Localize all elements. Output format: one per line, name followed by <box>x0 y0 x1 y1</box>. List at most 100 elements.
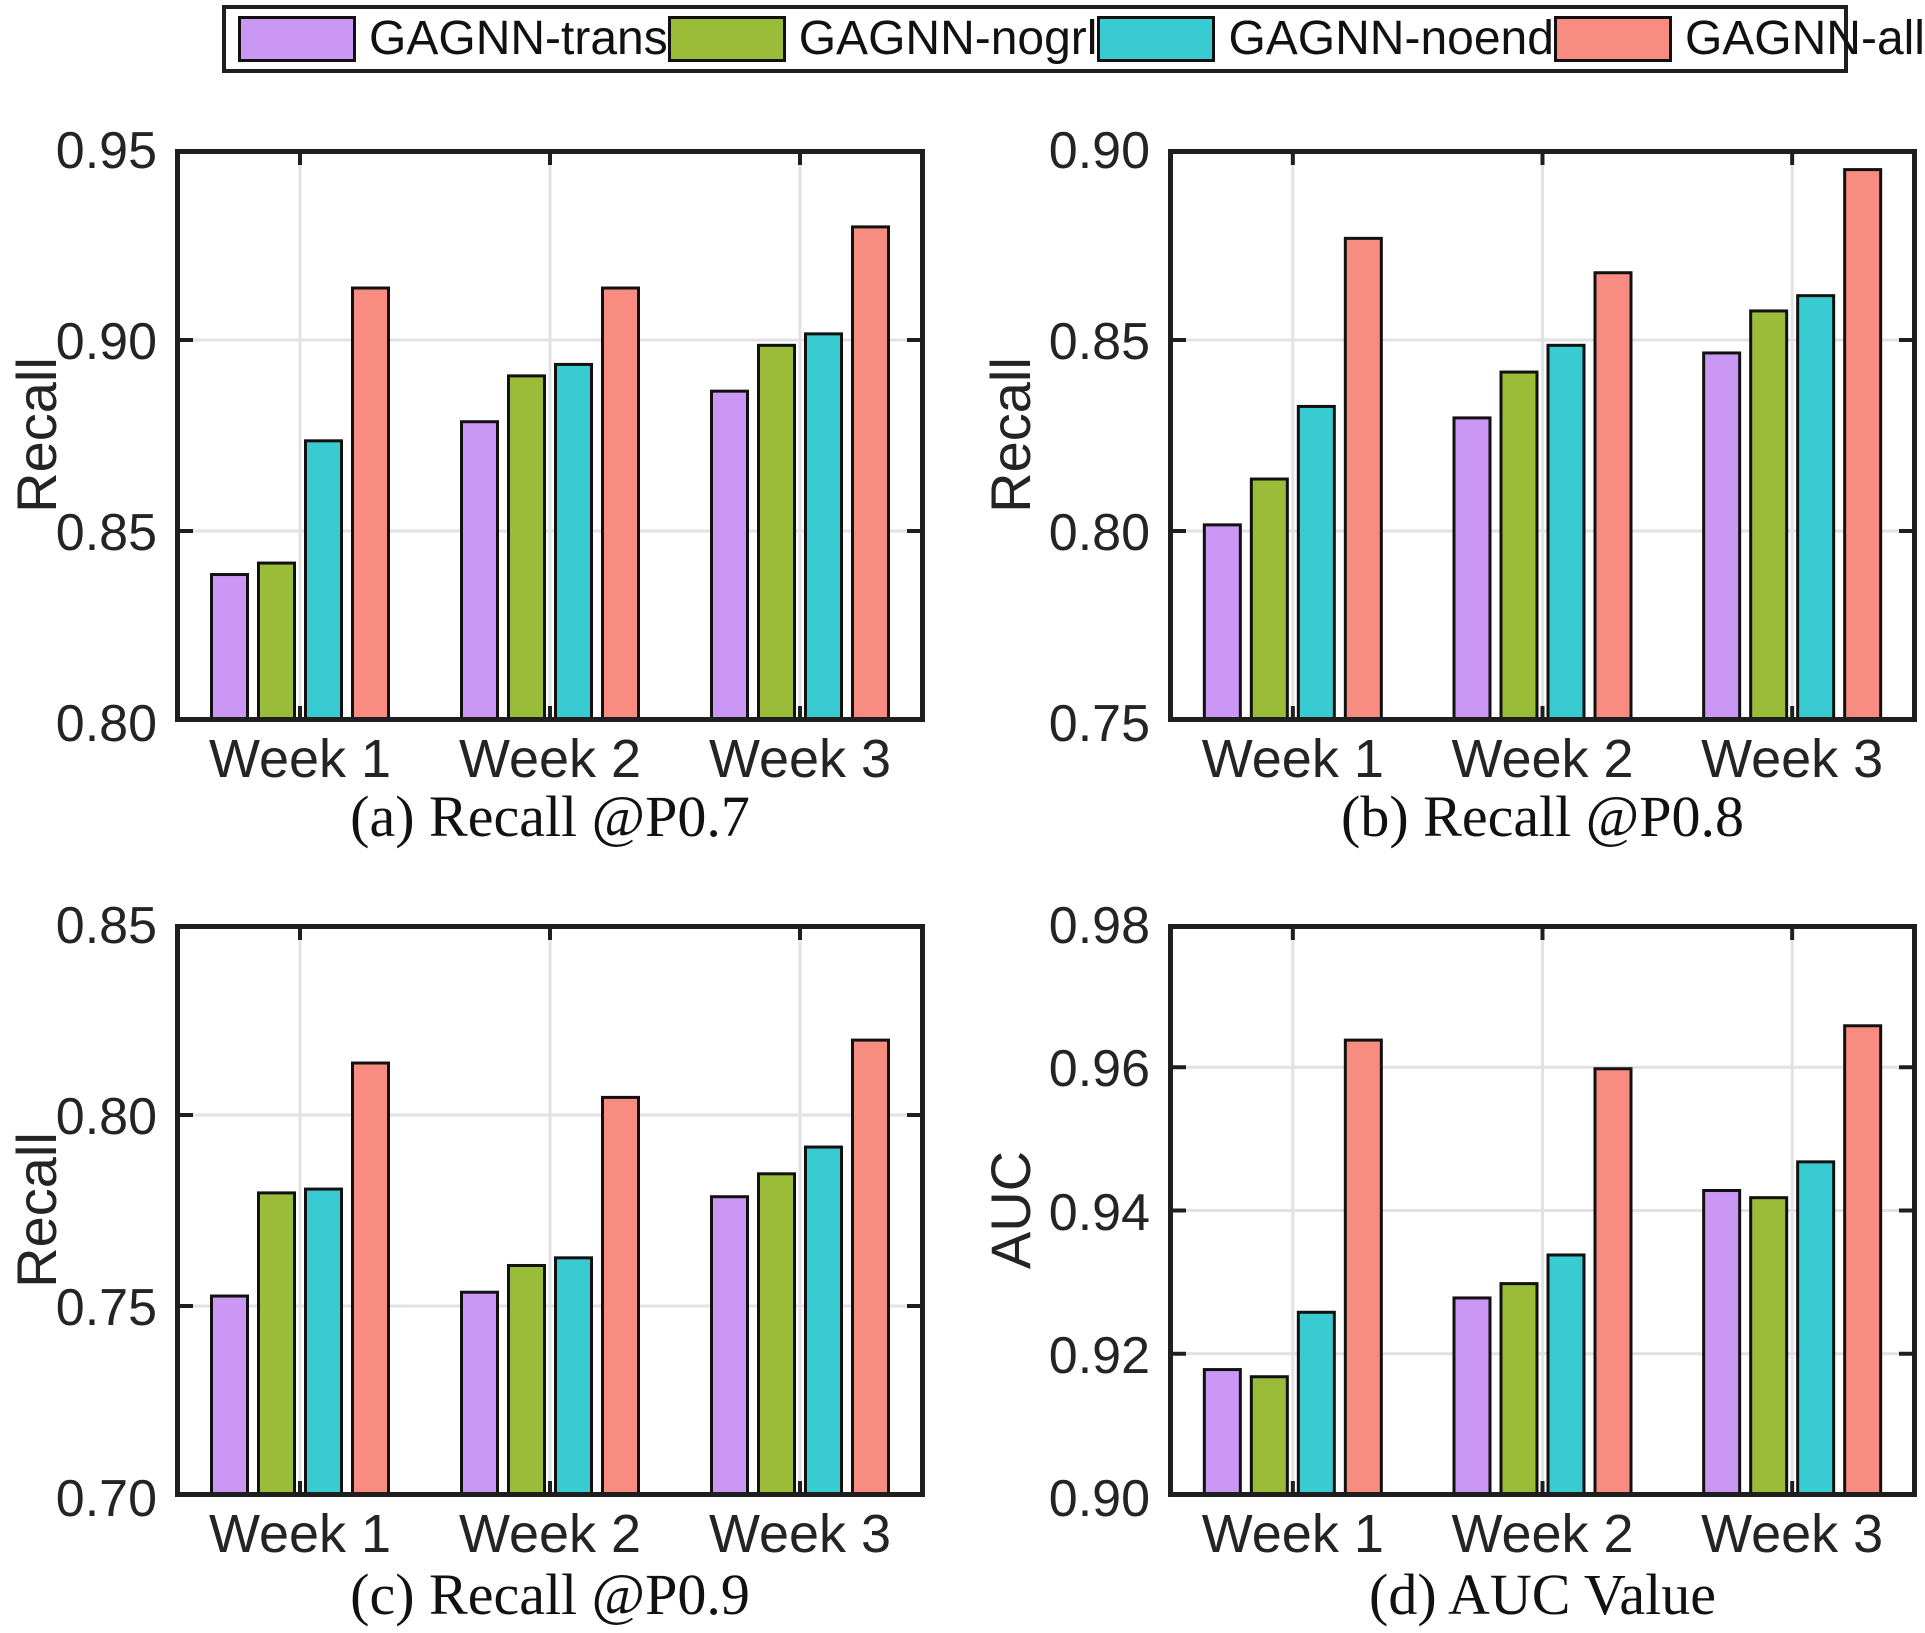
y-axis-label-chart-b: Recall <box>978 357 1042 513</box>
y-tick-label: 0.94 <box>1048 1183 1150 1242</box>
y-axis-label-chart-a: Recall <box>4 357 68 513</box>
bar-b-GAGNN-all-week1 <box>1343 236 1383 722</box>
bar-b-GAGNN-nogrl-week2 <box>1499 370 1539 722</box>
bar-c-GAGNN-noend-week2 <box>554 1256 593 1497</box>
legend-label-gagnn-nogrl: GAGNN-nogrl <box>798 12 1098 65</box>
y-tick-label: 0.85 <box>1048 313 1150 371</box>
bar-b-GAGNN-all-week2 <box>1593 271 1633 722</box>
bar-d-GAGNN-trans-week1 <box>1202 1368 1242 1497</box>
y-tick-label: 0.90 <box>55 313 157 371</box>
y-tick-label: 0.80 <box>55 1088 157 1146</box>
bar-c-GAGNN-trans-week2 <box>460 1290 499 1497</box>
bar-b-GAGNN-noend-week3 <box>1796 294 1836 722</box>
bar-b-GAGNN-nogrl-week1 <box>1249 477 1289 722</box>
x-tick-label-week1: Week 1 <box>1201 1504 1384 1564</box>
y-axis-label-chart-c: Recall <box>4 1132 68 1288</box>
bar-c-GAGNN-nogrl-week1 <box>257 1191 296 1497</box>
bar-b-GAGNN-all-week3 <box>1843 168 1883 722</box>
bar-d-GAGNN-noend-week2 <box>1546 1253 1586 1497</box>
legend-item-gagnn-trans: GAGNN-trans <box>238 15 668 63</box>
axis-box <box>175 924 925 1497</box>
axis-box <box>1168 149 1917 722</box>
bar-c-GAGNN-all-week2 <box>601 1095 640 1497</box>
y-tick-label: 0.85 <box>55 504 157 562</box>
bar-c-GAGNN-all-week1 <box>351 1061 390 1497</box>
bar-a-GAGNN-nogrl-week1 <box>257 561 296 722</box>
bar-d-GAGNN-trans-week3 <box>1702 1189 1742 1497</box>
bar-c-GAGNN-nogrl-week2 <box>507 1263 546 1497</box>
bar-b-GAGNN-trans-week2 <box>1452 416 1492 722</box>
legend-label-gagnn-all: GAGNN-all <box>1684 12 1925 65</box>
y-tick-label: 0.75 <box>1048 695 1150 753</box>
caption-chart-c: (c) Recall @P0.9 <box>350 1562 750 1627</box>
y-tick-label: 0.92 <box>1048 1326 1150 1385</box>
bar-a-GAGNN-noend-week1 <box>304 439 343 722</box>
x-tick-label-week2: Week 2 <box>1451 1504 1634 1564</box>
bar-a-GAGNN-all-week2 <box>601 286 640 722</box>
x-tick-label-week3: Week 3 <box>708 1504 892 1564</box>
bar-a-GAGNN-noend-week3 <box>804 332 843 722</box>
plot-area-chart-c <box>175 924 925 1497</box>
bar-a-GAGNN-noend-week2 <box>554 362 593 722</box>
y-tick-label: 0.80 <box>55 695 157 753</box>
legend-item-gagnn-noend: GAGNN-noend <box>1097 12 1554 65</box>
bar-d-GAGNN-noend-week3 <box>1796 1160 1836 1497</box>
bar-a-GAGNN-trans-week3 <box>710 389 749 722</box>
bar-d-GAGNN-noend-week1 <box>1296 1310 1336 1497</box>
bar-d-GAGNN-all-week3 <box>1843 1024 1883 1497</box>
y-tick-label: 0.96 <box>1048 1040 1150 1099</box>
x-tick-label-week3: Week 3 <box>1701 729 1884 789</box>
bar-a-GAGNN-all-week1 <box>351 286 390 722</box>
x-tick-label-week1: Week 1 <box>208 729 392 789</box>
bar-b-GAGNN-trans-week3 <box>1702 351 1742 722</box>
x-tick-label-week2: Week 2 <box>458 729 642 789</box>
bar-d-GAGNN-nogrl-week1 <box>1249 1375 1289 1497</box>
bar-c-GAGNN-noend-week1 <box>304 1187 343 1497</box>
y-tick-label: 0.98 <box>1048 897 1150 955</box>
legend-swatch-gagnn-noend <box>1097 16 1216 62</box>
bar-d-GAGNN-nogrl-week2 <box>1499 1282 1539 1497</box>
axis-box <box>175 149 925 722</box>
y-tick-label: 0.90 <box>1048 122 1150 180</box>
plot-area-chart-a <box>175 149 925 722</box>
axis-box <box>1168 924 1917 1497</box>
x-tick-label-week2: Week 2 <box>1451 729 1634 789</box>
caption-chart-a: (a) Recall @P0.7 <box>350 784 750 849</box>
bar-a-GAGNN-trans-week2 <box>460 420 499 722</box>
y-tick-label: 0.85 <box>55 897 157 955</box>
bar-d-GAGNN-all-week2 <box>1593 1067 1633 1497</box>
bar-c-GAGNN-trans-week1 <box>210 1294 249 1497</box>
legend-item-gagnn-all: GAGNN-all <box>1553 12 1925 65</box>
y-tick-label: 0.90 <box>1048 1470 1150 1528</box>
bar-d-GAGNN-trans-week2 <box>1452 1296 1492 1497</box>
plot-area-chart-d <box>1168 924 1917 1497</box>
caption-chart-b: (b) Recall @P0.8 <box>1341 784 1744 849</box>
legend-item-gagnn-nogrl: GAGNN-nogrl <box>667 12 1098 65</box>
bar-b-GAGNN-noend-week2 <box>1546 343 1586 722</box>
legend-label-gagnn-noend: GAGNN-noend <box>1228 12 1554 65</box>
bar-d-GAGNN-nogrl-week3 <box>1749 1196 1789 1497</box>
bar-a-GAGNN-all-week3 <box>851 225 890 722</box>
bar-c-GAGNN-nogrl-week3 <box>757 1172 796 1497</box>
legend-swatch-gagnn-all <box>1553 16 1672 62</box>
x-tick-label-week2: Week 2 <box>458 1504 642 1564</box>
bar-a-GAGNN-trans-week1 <box>210 573 249 722</box>
y-tick-label: 0.70 <box>55 1470 157 1528</box>
x-tick-label-week1: Week 1 <box>208 1504 392 1564</box>
bar-b-GAGNN-trans-week1 <box>1202 523 1242 722</box>
legend: GAGNN-trans GAGNN-nogrl GAGNN-noend GAGN… <box>222 5 1925 73</box>
bar-c-GAGNN-trans-week3 <box>710 1195 749 1497</box>
x-tick-label-week3: Week 3 <box>1701 1504 1884 1564</box>
plot-area-chart-b <box>1168 149 1917 722</box>
bar-d-GAGNN-all-week1 <box>1343 1038 1383 1497</box>
caption-chart-d: (d) AUC Value <box>1369 1562 1716 1627</box>
y-tick-label: 0.95 <box>55 122 157 180</box>
legend-swatch-gagnn-trans <box>238 16 356 62</box>
bar-a-GAGNN-nogrl-week2 <box>507 374 546 722</box>
y-tick-label: 0.80 <box>1048 504 1150 562</box>
x-tick-label-week3: Week 3 <box>708 729 892 789</box>
bar-b-GAGNN-nogrl-week3 <box>1749 309 1789 722</box>
bar-b-GAGNN-noend-week1 <box>1296 404 1336 722</box>
x-tick-label-week1: Week 1 <box>1201 729 1384 789</box>
